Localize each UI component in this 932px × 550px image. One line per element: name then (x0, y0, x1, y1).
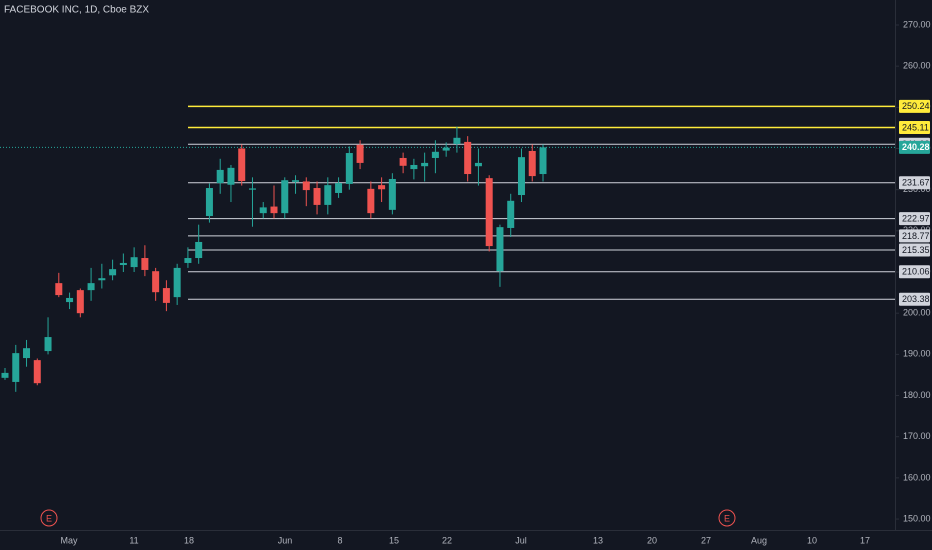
x-tick-label: Jul (515, 535, 527, 545)
earnings-marker (718, 509, 736, 527)
candle-body (378, 185, 386, 190)
candle-body (453, 137, 461, 144)
level-label: 203.38 (902, 294, 930, 304)
level-label-box (899, 176, 930, 190)
x-tick-label: May (60, 535, 78, 545)
candle-body (33, 360, 41, 384)
candle-body (388, 178, 396, 210)
candle-body (87, 283, 95, 291)
level-label-box (899, 243, 930, 257)
candle-body (1, 372, 9, 378)
x-tick-label: 22 (442, 535, 452, 545)
candle-body (367, 188, 375, 214)
level-label: 215.35 (902, 245, 930, 255)
candle-body (464, 141, 472, 175)
y-tick-label: 170.00 (903, 431, 931, 441)
y-tick-label: 160.00 (903, 472, 931, 482)
x-tick-label: Jun (278, 535, 293, 545)
last-price-label: 240.28 (902, 142, 930, 152)
earnings-label: E (46, 513, 52, 523)
x-tick-label: 17 (860, 535, 870, 545)
level-label-box (899, 265, 930, 279)
y-tick-label: 180.00 (903, 390, 931, 400)
level-label: 245.11 (902, 122, 929, 132)
candle-body (248, 188, 256, 190)
x-tick-label: 27 (701, 535, 711, 545)
candle-body (12, 353, 20, 382)
x-tick-label: 8 (337, 535, 342, 545)
candle-body (496, 227, 504, 272)
candle-body (442, 147, 450, 151)
candle-body (238, 148, 246, 182)
candle-body (431, 151, 439, 158)
level-label: 231.67 (902, 178, 930, 188)
candle-body (162, 288, 170, 303)
candle-body (302, 181, 310, 191)
candle-body (152, 271, 160, 293)
candle-body (130, 257, 138, 268)
x-tick-label: 18 (184, 535, 194, 545)
x-tick-label: 20 (647, 535, 657, 545)
level-label: 218.77 (902, 231, 930, 241)
x-tick-label: 15 (389, 535, 399, 545)
level-label-box (899, 120, 930, 134)
candle-body (528, 150, 536, 177)
candle-body (335, 183, 343, 193)
level-label: 210.06 (902, 267, 930, 277)
x-tick-label: 10 (807, 535, 817, 545)
y-tick-label: 150.00 (903, 513, 931, 523)
y-tick-label: 190.00 (903, 349, 931, 359)
candle-body (173, 267, 181, 298)
candle-body (98, 278, 106, 281)
candle-body (184, 258, 192, 263)
candle-body (23, 348, 31, 359)
candle-body (292, 180, 300, 182)
level-label-box (899, 212, 930, 226)
level-label-box (899, 292, 930, 306)
candle-body (205, 188, 213, 217)
level-label-box (899, 229, 930, 243)
last-price-box (899, 140, 930, 154)
candle-body (227, 167, 235, 185)
candle-body (141, 258, 149, 270)
candle-body (356, 144, 364, 163)
earnings-label: E (724, 513, 730, 523)
candle-body (270, 206, 278, 214)
candle-body (66, 297, 74, 303)
candle-body (485, 178, 493, 247)
candle-body (345, 153, 353, 184)
candle-body (216, 169, 224, 184)
x-tick-label: Aug (751, 535, 767, 545)
chart-title: FACEBOOK INC, 1D, Cboe BZX (4, 5, 149, 16)
candle-body (109, 269, 117, 276)
y-tick-label: 200.00 (903, 308, 931, 318)
x-tick-label: 11 (129, 535, 138, 545)
earnings-marker (40, 509, 58, 527)
level-label: 250.24 (902, 101, 930, 111)
candle-body (119, 262, 127, 266)
candle-body (281, 180, 289, 214)
candle-body (313, 188, 321, 205)
candle-body (410, 164, 418, 170)
y-tick-label: 260.00 (903, 61, 931, 71)
candle-body (76, 290, 84, 314)
candle-body (259, 207, 267, 214)
candle-body (195, 241, 203, 259)
level-label-box (899, 99, 930, 113)
candle-body (55, 283, 63, 296)
candle-body (474, 162, 482, 167)
x-tick-label: 13 (593, 535, 603, 545)
candle-body (517, 157, 525, 196)
candle-body (507, 200, 515, 228)
candle-body (44, 337, 52, 352)
candle-body (324, 185, 332, 205)
candle-body (399, 157, 407, 166)
level-label: 222.97 (902, 213, 930, 223)
y-tick-label: 270.00 (903, 19, 931, 29)
candle-body (539, 147, 547, 175)
candle-body (421, 162, 429, 167)
